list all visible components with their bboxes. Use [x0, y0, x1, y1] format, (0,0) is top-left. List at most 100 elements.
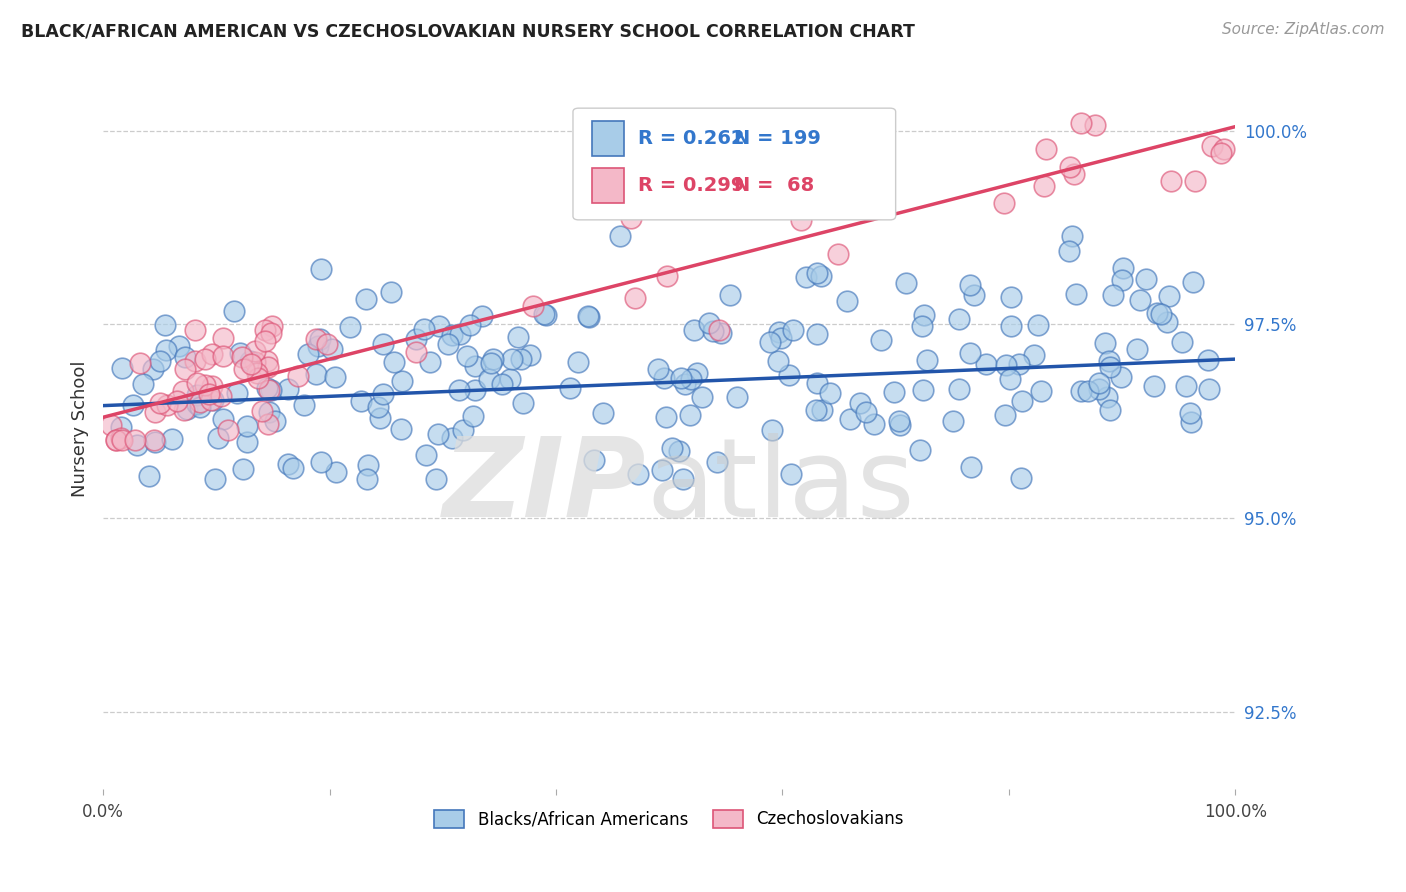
Point	[257, 360, 280, 375]
Point	[188, 401, 211, 415]
Point	[207, 431, 229, 445]
Point	[993, 195, 1015, 210]
Point	[855, 405, 877, 419]
Point	[186, 388, 208, 402]
Point	[239, 354, 262, 368]
Point	[256, 354, 278, 368]
Point	[183, 323, 205, 337]
Point	[706, 455, 728, 469]
Point	[1201, 139, 1223, 153]
Point	[908, 443, 931, 458]
Point	[534, 308, 557, 322]
Point	[149, 354, 172, 368]
Point	[201, 346, 224, 360]
Point	[110, 420, 132, 434]
Point	[673, 376, 696, 391]
Point	[311, 262, 333, 277]
Point	[247, 370, 270, 384]
Point	[1111, 369, 1133, 384]
Point	[1112, 261, 1135, 276]
Point	[100, 417, 122, 432]
Point	[382, 355, 405, 369]
Point	[380, 285, 402, 300]
Point	[912, 383, 935, 397]
Point	[412, 322, 434, 336]
Y-axis label: Nursery School: Nursery School	[72, 360, 89, 497]
Point	[651, 463, 673, 477]
Point	[243, 344, 266, 359]
Point	[655, 409, 678, 424]
Point	[426, 426, 449, 441]
Point	[759, 334, 782, 349]
Point	[167, 338, 190, 352]
Point	[104, 434, 127, 448]
Point	[461, 409, 484, 423]
Point	[959, 278, 981, 293]
Point	[143, 434, 166, 448]
Point	[307, 339, 329, 353]
Point	[1035, 142, 1057, 156]
Point	[491, 377, 513, 392]
Point	[820, 385, 842, 400]
Point	[194, 378, 217, 392]
Point	[260, 319, 283, 334]
Point	[128, 356, 150, 370]
Point	[1059, 244, 1081, 259]
Point	[766, 354, 789, 368]
Point	[315, 337, 337, 351]
Point	[212, 349, 235, 363]
Point	[1209, 146, 1232, 161]
Point	[339, 319, 361, 334]
Point	[1171, 334, 1194, 349]
Point	[391, 374, 413, 388]
Point	[1011, 394, 1033, 409]
Point	[592, 406, 614, 420]
Text: R = 0.299: R = 0.299	[637, 176, 744, 194]
Point	[1159, 289, 1181, 303]
Point	[499, 372, 522, 386]
Point	[156, 398, 179, 412]
Point	[782, 323, 804, 337]
Point	[212, 331, 235, 345]
Point	[1026, 318, 1049, 333]
Point	[1174, 378, 1197, 392]
Text: N = 199: N = 199	[734, 128, 821, 148]
Point	[405, 332, 427, 346]
Point	[425, 472, 447, 486]
Point	[110, 431, 132, 445]
Point	[277, 457, 299, 471]
Point	[576, 310, 599, 324]
Point	[512, 396, 534, 410]
Point	[697, 316, 720, 330]
Point	[1198, 382, 1220, 396]
Point	[1032, 178, 1054, 193]
Point	[264, 414, 287, 428]
Point	[277, 382, 299, 396]
Point	[960, 460, 983, 475]
Point	[460, 318, 482, 333]
Point	[1212, 142, 1234, 156]
Point	[1094, 335, 1116, 350]
Point	[225, 386, 247, 401]
Point	[160, 432, 183, 446]
Point	[681, 372, 703, 386]
Point	[194, 352, 217, 367]
Point	[810, 269, 832, 284]
Point	[506, 330, 529, 344]
Point	[127, 438, 149, 452]
Point	[124, 434, 146, 448]
Point	[449, 383, 471, 397]
Point	[1000, 372, 1022, 386]
Point	[794, 269, 817, 284]
Point	[887, 414, 910, 428]
Point	[201, 392, 224, 407]
Point	[305, 367, 328, 381]
Point	[942, 414, 965, 428]
Point	[806, 376, 828, 391]
Point	[260, 383, 283, 397]
Point	[186, 376, 208, 390]
Point	[522, 299, 544, 313]
Point	[224, 303, 246, 318]
Point	[1010, 471, 1032, 485]
Point	[862, 417, 884, 432]
